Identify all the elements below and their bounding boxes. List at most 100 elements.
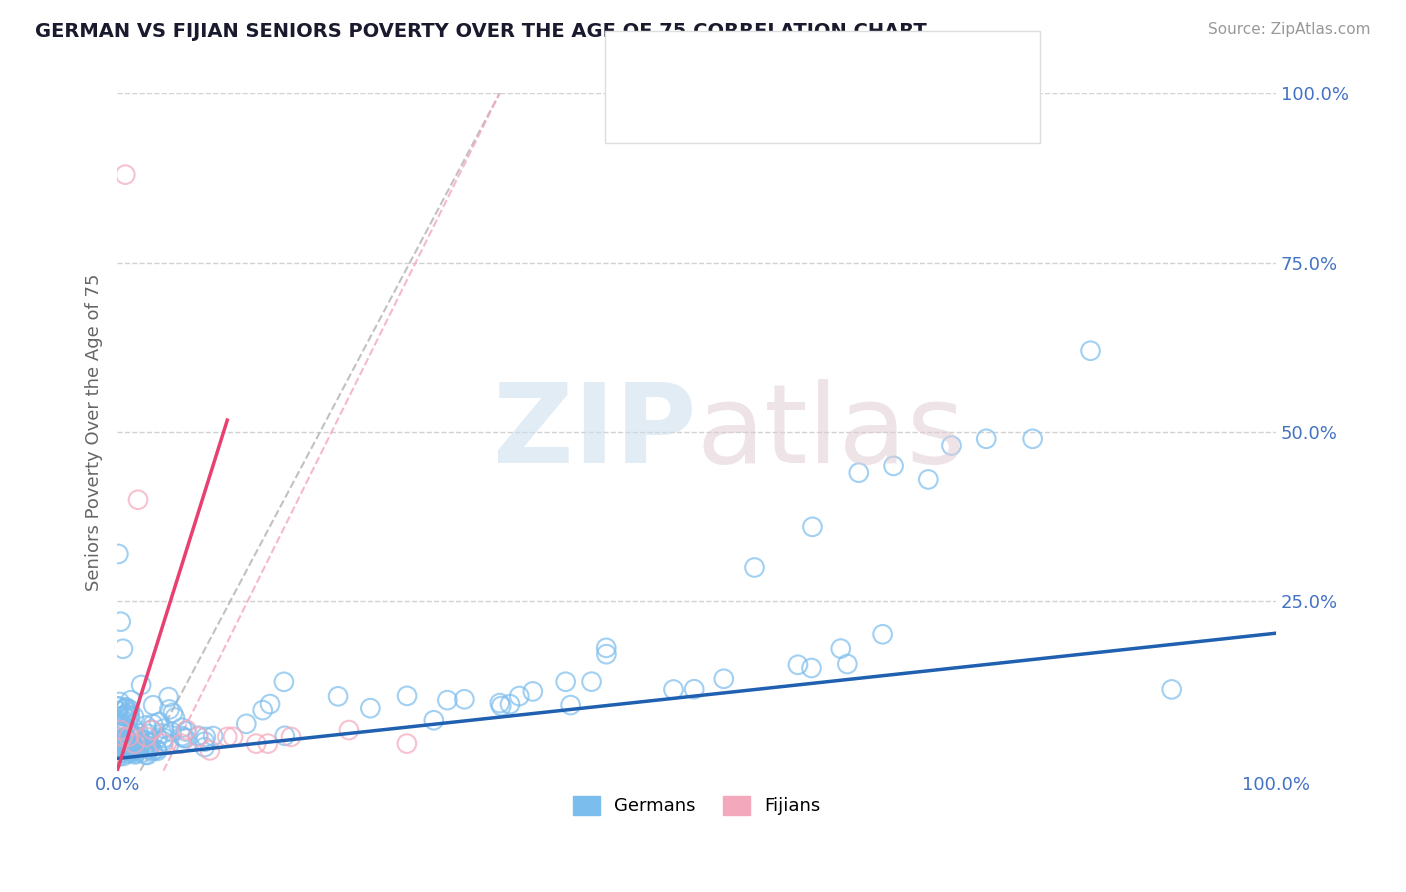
Text: R =: R =: [665, 107, 702, 125]
Point: [146, 744, 169, 758]
Point: [107, 746, 129, 760]
Point: [110, 743, 132, 757]
Point: [245, 737, 267, 751]
Point: [837, 657, 859, 671]
Point: [117, 733, 139, 747]
Point: [111, 734, 134, 748]
Point: [135, 730, 157, 744]
Text: ■: ■: [630, 106, 648, 125]
Point: [872, 627, 894, 641]
Point: [222, 730, 245, 744]
Point: [974, 432, 997, 446]
Point: [162, 706, 184, 720]
Point: [145, 742, 167, 756]
Point: [115, 739, 138, 754]
Point: [124, 744, 146, 758]
Point: [423, 713, 446, 727]
Point: [111, 731, 134, 746]
Point: [662, 682, 685, 697]
Point: [801, 520, 824, 534]
Point: [114, 702, 136, 716]
Point: [129, 739, 152, 753]
Point: [173, 731, 195, 745]
Point: [163, 710, 186, 724]
Point: [127, 731, 149, 745]
Point: [112, 709, 135, 723]
Point: [581, 674, 603, 689]
Point: [124, 742, 146, 756]
Point: [172, 729, 194, 743]
Point: [107, 719, 129, 733]
Point: [120, 735, 142, 749]
Point: [800, 661, 823, 675]
Point: [111, 730, 134, 744]
Point: [124, 737, 146, 751]
Point: [153, 731, 176, 745]
Point: [491, 699, 513, 714]
Point: [522, 684, 544, 698]
Point: [112, 734, 135, 748]
Point: [141, 723, 163, 737]
Point: [129, 678, 152, 692]
Point: [395, 737, 418, 751]
Point: [198, 743, 221, 757]
Point: [114, 742, 136, 756]
Point: [114, 740, 136, 755]
Point: [194, 730, 217, 744]
Point: [114, 732, 136, 747]
Point: [107, 709, 129, 723]
Point: [141, 723, 163, 737]
Point: [120, 730, 142, 744]
Point: [170, 721, 193, 735]
Point: [110, 723, 132, 738]
Point: [396, 689, 419, 703]
Point: [135, 718, 157, 732]
Point: [107, 740, 129, 755]
Point: [280, 730, 302, 744]
Point: [115, 730, 138, 744]
Point: [560, 698, 582, 712]
Point: [152, 734, 174, 748]
Point: [108, 725, 131, 739]
Point: [117, 747, 139, 761]
Point: [142, 698, 165, 713]
Point: [107, 699, 129, 714]
Point: [148, 714, 170, 729]
Point: [110, 723, 132, 737]
Point: [114, 715, 136, 730]
Point: [120, 746, 142, 760]
Point: [118, 742, 141, 756]
Point: [118, 707, 141, 722]
Point: [436, 693, 458, 707]
Point: [157, 690, 180, 704]
Point: [107, 547, 129, 561]
Point: [107, 699, 129, 714]
Point: [1080, 343, 1102, 358]
Point: [1021, 432, 1043, 446]
Point: [326, 690, 349, 704]
Text: 162: 162: [811, 55, 846, 73]
Point: [160, 725, 183, 739]
Point: [118, 744, 141, 758]
Point: [1160, 682, 1182, 697]
Point: [170, 737, 193, 751]
Point: [138, 742, 160, 756]
Point: [114, 743, 136, 757]
Point: [107, 704, 129, 718]
Point: [142, 744, 165, 758]
Point: [595, 640, 617, 655]
Point: [337, 723, 360, 737]
Point: [259, 697, 281, 711]
Point: [138, 739, 160, 754]
Point: [112, 709, 135, 723]
Text: N =: N =: [773, 107, 810, 125]
Point: [120, 741, 142, 756]
Point: [110, 615, 132, 629]
Point: [112, 713, 135, 727]
Point: [136, 727, 159, 741]
Point: [174, 731, 197, 746]
Point: [120, 728, 142, 742]
Point: [202, 729, 225, 743]
Point: [273, 674, 295, 689]
Point: [256, 737, 278, 751]
